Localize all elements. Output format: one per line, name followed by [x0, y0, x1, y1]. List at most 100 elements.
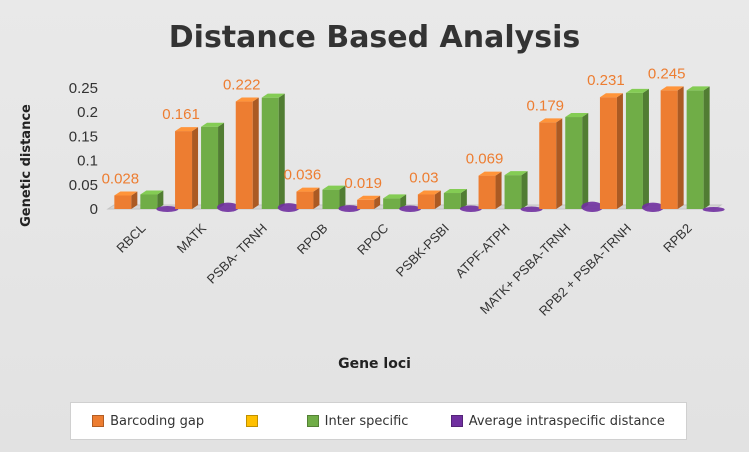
- bar-barcoding-gap-top: [478, 171, 502, 176]
- bar-inter-specific-side: [278, 93, 285, 209]
- x-tick-label: RPOC: [354, 221, 391, 258]
- bar-average-intraspecific: [156, 206, 179, 213]
- chart-title: Distance Based Analysis: [168, 20, 581, 55]
- bar-barcoding-gap-top: [539, 118, 563, 123]
- bar-barcoding-gap: [235, 101, 253, 209]
- bar-average-intraspecific: [641, 202, 664, 213]
- bar-inter-specific: [565, 117, 583, 209]
- x-tick-label: RBCL: [113, 221, 148, 256]
- data-label: 0.028: [102, 170, 140, 187]
- legend-swatch-barcoding-gap: [92, 415, 105, 427]
- bar-inter-specific: [322, 189, 340, 209]
- bar-inter-specific-side: [157, 190, 164, 209]
- legend-label-inter-specific: Inter specific: [324, 413, 409, 429]
- bar-inter-specific-side: [218, 122, 225, 209]
- data-label: 0.179: [526, 97, 564, 114]
- bar-barcoding-gap-top: [599, 93, 623, 98]
- bar-inter-specific: [383, 198, 401, 209]
- bar-inter-specific-top: [261, 93, 285, 98]
- data-label: 0.222: [223, 77, 261, 94]
- bar-barcoding-gap-side: [677, 86, 684, 209]
- bar-inter-specific-top: [383, 194, 407, 199]
- bar-barcoding-gap: [539, 122, 557, 209]
- bar-average-intraspecific: [399, 205, 422, 212]
- legend-item-barcoding-gap: Barcoding gap: [92, 414, 204, 429]
- y-tick-label: 0.15: [69, 128, 98, 145]
- bar-barcoding-gap-side: [434, 190, 441, 209]
- bar-barcoding-gap-top: [417, 190, 441, 195]
- data-label: 0.161: [162, 106, 200, 123]
- x-tick-label: RPOB: [294, 221, 331, 258]
- data-label: 0.019: [344, 175, 382, 192]
- bar-barcoding-gap-top: [175, 127, 199, 132]
- bar-average-intraspecific: [277, 203, 300, 212]
- bar-barcoding-gap-side: [131, 191, 138, 209]
- data-label: 0.231: [587, 72, 625, 89]
- bar-barcoding-gap: [357, 199, 375, 209]
- bar-barcoding-gap: [417, 194, 435, 209]
- bar-barcoding-gap-side: [252, 97, 259, 209]
- bar-average-intraspecific: [520, 206, 543, 212]
- bar-inter-specific: [261, 97, 279, 209]
- legend-label-barcoding-gap: Barcoding gap: [110, 413, 205, 429]
- data-label: 0.036: [284, 167, 322, 184]
- bar-barcoding-gap: [175, 131, 193, 209]
- legend-item-average-intraspecific: Average intraspecific distance: [450, 413, 665, 429]
- bar-inter-specific-top: [625, 88, 649, 93]
- bar-inter-specific-side: [339, 185, 346, 209]
- y-tick-label: 0.2: [77, 104, 98, 121]
- bar-inter-specific: [201, 126, 219, 209]
- bar-barcoding-gap: [599, 97, 617, 209]
- x-tick-label: ATPF-ATPH: [452, 221, 512, 281]
- bar-barcoding-gap-top: [114, 191, 138, 196]
- bar-average-intraspecific: [459, 205, 482, 212]
- bar-inter-specific-top: [504, 171, 528, 176]
- legend: Barcoding gap Inter specific Average int…: [70, 402, 687, 440]
- y-tick-label: 0: [90, 201, 98, 218]
- bar-barcoding-gap-side: [556, 118, 563, 209]
- bar-inter-specific-side: [460, 189, 467, 209]
- bar-inter-specific: [443, 193, 461, 209]
- bar-inter-specific: [625, 92, 643, 209]
- x-axis-title: Gene loci: [338, 356, 411, 372]
- bar-barcoding-gap: [296, 191, 314, 209]
- x-tick-label: MATK: [174, 220, 210, 256]
- bar-barcoding-gap-top: [235, 97, 259, 102]
- bar-barcoding-gap-top: [296, 187, 320, 192]
- y-tick-label: 0.05: [69, 177, 98, 194]
- bar-inter-specific-top: [322, 185, 346, 190]
- bar-average-intraspecific: [217, 202, 240, 213]
- data-label: 0.069: [466, 151, 504, 168]
- bar-average-intraspecific: [338, 205, 361, 212]
- bar-inter-specific-top: [686, 86, 710, 91]
- bar-inter-specific-side: [703, 86, 710, 209]
- bar-barcoding-gap: [660, 90, 678, 209]
- y-tick-label: 0.25: [69, 80, 98, 97]
- bar-barcoding-gap-top: [357, 195, 381, 200]
- bar-barcoding-gap-top: [660, 86, 684, 91]
- bar-inter-specific-top: [140, 190, 164, 195]
- bar-inter-specific: [686, 90, 704, 209]
- bar-barcoding-gap-side: [616, 93, 623, 209]
- bar-barcoding-gap: [114, 195, 132, 209]
- legend-item-unnamed: [246, 415, 264, 427]
- bar-inter-specific: [140, 194, 158, 209]
- bar-barcoding-gap-side: [313, 187, 320, 209]
- bar-inter-specific-top: [565, 113, 589, 118]
- legend-swatch-unnamed: [246, 415, 259, 427]
- bar-average-intraspecific: [581, 201, 604, 212]
- bar-inter-specific-side: [582, 113, 589, 209]
- x-tick-label: PSBA- TRNH: [204, 221, 270, 287]
- bar-inter-specific-top: [201, 122, 225, 127]
- plot-area: 0 0.05 0.1 0.15 0.2 0.25 0.028 RBCL 0.161 MATK 0.2…: [69, 65, 725, 319]
- bar-barcoding-gap-side: [495, 171, 502, 209]
- legend-label-average-intraspecific: Average intraspecific distance: [468, 413, 665, 429]
- x-tick-label: RPB2: [660, 221, 695, 256]
- legend-item-inter-specific: Inter specific: [306, 413, 409, 429]
- bar-barcoding-gap-side: [192, 127, 199, 209]
- bar-barcoding-gap: [478, 175, 496, 209]
- data-label: 0.03: [409, 169, 438, 186]
- legend-swatch-average-intraspecific: [450, 415, 463, 427]
- bar-inter-specific: [504, 175, 522, 209]
